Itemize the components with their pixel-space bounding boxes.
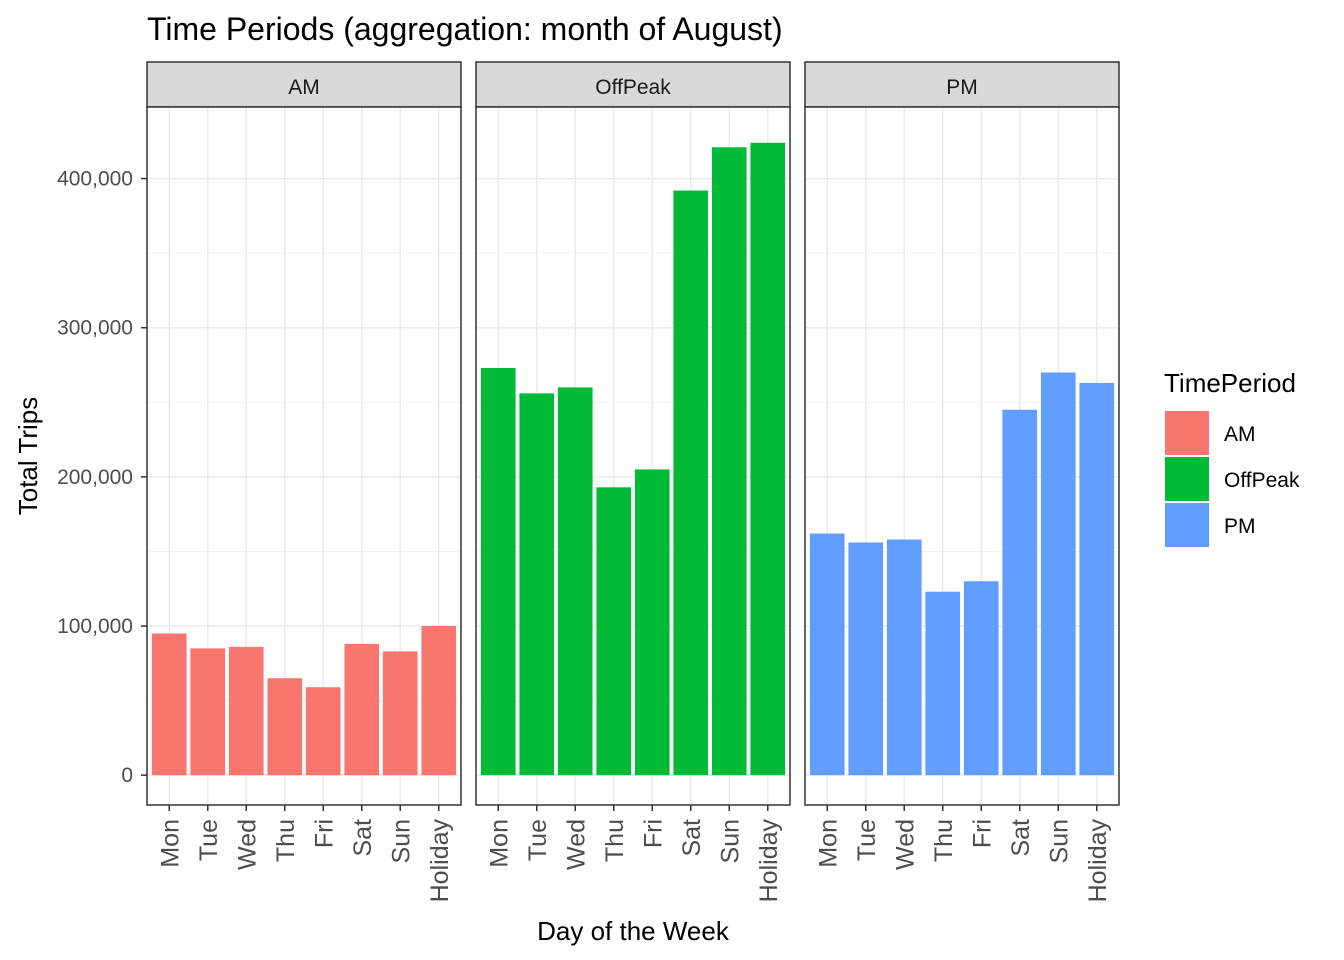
- facet-strip-label: AM: [288, 76, 320, 99]
- x-tick-label: Wed: [891, 819, 919, 870]
- bar-am-tue: [190, 648, 226, 776]
- x-tick-label: Tue: [524, 819, 552, 861]
- legend-key-offpeak: [1165, 457, 1209, 501]
- bar-pm-sat: [1002, 409, 1038, 776]
- x-tick-label: Thu: [272, 819, 300, 862]
- x-tick-label: Thu: [930, 819, 958, 862]
- x-tick-label: Sun: [1045, 819, 1073, 863]
- bar-am-mon: [151, 633, 187, 776]
- bar-am-holiday: [421, 626, 457, 776]
- x-tick-label: Wed: [233, 819, 261, 870]
- bar-offpeak-thu: [596, 487, 632, 776]
- bar-am-sun: [382, 651, 418, 776]
- x-tick-label: Fri: [639, 819, 667, 848]
- x-tick-label: Sat: [678, 819, 706, 857]
- x-tick-label: Tue: [195, 819, 223, 861]
- chart-title: Time Periods (aggregation: month of Augu…: [147, 11, 783, 47]
- x-tick-label: Sun: [716, 819, 744, 863]
- bar-pm-thu: [925, 591, 961, 776]
- x-tick-label: Mon: [814, 819, 842, 868]
- bar-am-thu: [267, 678, 303, 776]
- x-tick-label: Fri: [968, 819, 996, 848]
- legend-title: TimePeriod: [1164, 368, 1296, 398]
- x-tick-label: Sat: [1007, 819, 1035, 857]
- panel-border: [475, 106, 791, 806]
- x-tick-label: Holiday: [1084, 819, 1112, 903]
- x-tick-label: Sat: [349, 819, 377, 857]
- bar-pm-holiday: [1079, 382, 1115, 776]
- y-tick-label: 0: [121, 764, 133, 787]
- bar-offpeak-mon: [480, 368, 516, 776]
- x-tick-label: Mon: [156, 819, 184, 868]
- x-axis-title: Day of the Week: [537, 916, 730, 946]
- legend-label: PM: [1224, 515, 1256, 538]
- y-axis-title: Total Trips: [13, 397, 43, 516]
- facet-panel-pm: PM Mon Tue Wed Thu Fri Sat Sun Holiday: [804, 61, 1120, 903]
- facet-panel-offpeak: OffPeak Mon Tue Wed Thu Fri Sat Sun Holiday: [475, 61, 791, 903]
- bar-offpeak-fri: [634, 469, 670, 776]
- facet-strip: [804, 61, 1120, 108]
- x-tick-label: Mon: [485, 819, 513, 868]
- bar-am-fri: [305, 687, 341, 776]
- facet-strip-label: OffPeak: [595, 76, 671, 99]
- bar-pm-mon: [809, 533, 845, 776]
- x-tick-label: Fri: [310, 819, 338, 848]
- legend-key-am: [1165, 411, 1209, 455]
- bar-pm-tue: [848, 542, 884, 776]
- bar-am-wed: [228, 646, 264, 776]
- legend: TimePeriod AM OffPeak PM: [1164, 368, 1300, 547]
- facet-panel-am: AM Mon Tue Wed Thu Fri Sat Sun Holiday: [146, 61, 462, 903]
- panel-border: [146, 106, 462, 806]
- panel-border: [804, 106, 1120, 806]
- x-tick-label: Tue: [853, 819, 881, 861]
- x-tick-label: Sun: [387, 819, 415, 863]
- legend-key-pm: [1165, 503, 1209, 547]
- facet-strip: [146, 61, 462, 108]
- bar-offpeak-tue: [519, 393, 555, 776]
- bar-pm-sun: [1040, 372, 1076, 776]
- bar-pm-wed: [886, 539, 922, 776]
- x-tick-label: Wed: [562, 819, 590, 870]
- facet-strip-label: PM: [946, 76, 978, 99]
- y-axis: 0 100,000 200,000 300,000 400,000: [57, 168, 147, 787]
- bar-offpeak-sun: [711, 147, 747, 776]
- bar-pm-fri: [963, 581, 999, 776]
- facet-strip: [475, 61, 791, 108]
- legend-label: AM: [1224, 423, 1256, 446]
- legend-label: OffPeak: [1224, 469, 1300, 492]
- facet-panels: AM Mon Tue Wed Thu Fri Sat Sun Holiday OffPeak Mon…: [146, 61, 1120, 903]
- x-tick-label: Holiday: [426, 819, 454, 903]
- x-tick-label: Thu: [601, 819, 629, 862]
- y-tick-label: 100,000: [57, 615, 133, 638]
- y-tick-label: 300,000: [57, 317, 133, 340]
- y-tick-label: 200,000: [57, 466, 133, 489]
- bar-am-sat: [344, 643, 380, 776]
- x-tick-label: Holiday: [755, 819, 783, 903]
- bar-offpeak-wed: [557, 387, 593, 776]
- y-tick-label: 400,000: [57, 168, 133, 191]
- bar-offpeak-holiday: [750, 142, 786, 776]
- bar-offpeak-sat: [673, 190, 709, 776]
